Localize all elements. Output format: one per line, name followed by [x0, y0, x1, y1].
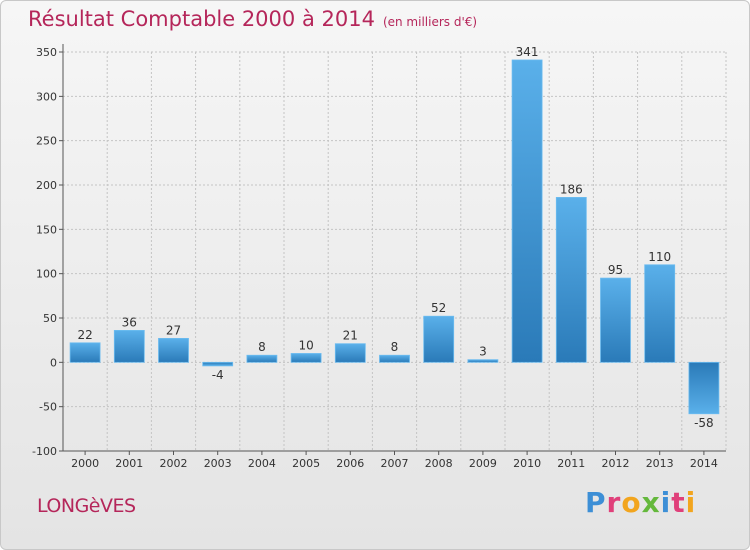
bar	[644, 264, 676, 363]
data-label: 186	[560, 182, 583, 196]
data-label: 21	[343, 329, 358, 343]
data-label: 27	[166, 323, 181, 337]
bar	[334, 343, 366, 363]
x-tick-label: 2004	[248, 457, 276, 470]
x-tick-label: 2001	[115, 457, 143, 470]
brand-letter: r	[606, 486, 622, 519]
data-label: 95	[608, 263, 623, 277]
unit-label: (en milliers d'€)	[382, 15, 478, 29]
bar	[158, 337, 189, 363]
y-tick-label: 150	[36, 223, 57, 236]
grid-lines	[62, 51, 727, 452]
bar	[379, 354, 410, 363]
y-tick-label: 100	[36, 268, 57, 281]
town-name: LONGèVES	[37, 495, 136, 517]
bar	[423, 315, 455, 363]
y-tick-label: 50	[43, 312, 57, 325]
x-tick-label: 2007	[381, 457, 409, 470]
data-label: 52	[431, 301, 446, 315]
y-tick-label: 200	[36, 179, 57, 192]
data-label: 3	[479, 345, 487, 359]
data-label: 10	[298, 338, 313, 352]
data-label: -58	[694, 416, 714, 430]
bars	[69, 59, 720, 415]
x-tick-label: 2006	[336, 457, 364, 470]
bar	[467, 359, 499, 363]
y-tick-label: -50	[39, 401, 57, 414]
y-tick-label: 0	[50, 356, 57, 369]
brand-letter: o	[621, 486, 642, 519]
bar	[600, 277, 631, 363]
axes: -100 -50 0 50 100 150 200 250 300 350 2000 2001 2002…	[32, 44, 726, 470]
x-tick-label: 2002	[160, 457, 188, 470]
bar	[113, 330, 145, 363]
data-label: 22	[77, 328, 92, 342]
bar	[246, 354, 278, 363]
brand-letter: i	[660, 486, 672, 519]
y-tick-label: 250	[36, 135, 57, 148]
y-tick-label: 350	[36, 46, 57, 59]
x-tick-label: 2014	[690, 457, 718, 470]
brand-letter: x	[641, 486, 661, 519]
x-tick-label: 2000	[71, 457, 99, 470]
x-tick-label: 2010	[513, 457, 541, 470]
x-tick-label: 2008	[425, 457, 453, 470]
data-label: 341	[516, 45, 539, 59]
data-label: 8	[258, 340, 266, 354]
data-label: 36	[122, 315, 137, 329]
data-label: 8	[391, 340, 399, 354]
chart-title-text: Résultat Comptable 2000 à 2014	[28, 7, 375, 31]
chart-title: Résultat Comptable 2000 à 2014 (en millie…	[28, 7, 477, 31]
bar	[69, 342, 101, 363]
x-tick-label: 2012	[602, 457, 630, 470]
brand-letter: P	[585, 486, 607, 519]
brand-letter: t	[671, 486, 686, 519]
x-tick-label: 2005	[292, 457, 320, 470]
data-label: -4	[212, 368, 224, 382]
bar	[202, 361, 234, 367]
bar	[555, 197, 587, 363]
brand-letter: i	[685, 486, 697, 519]
x-tick-label: 2009	[469, 457, 497, 470]
brand-logo: Proxiti	[585, 486, 696, 519]
bar	[511, 59, 543, 363]
data-labels: 22 36 27 -4 8 10 21 8 52 3 341 186 95 110 -58	[77, 45, 713, 430]
y-tick-label: -100	[32, 445, 57, 458]
y-tick-label: 300	[36, 90, 57, 103]
x-tick-label: 2013	[646, 457, 674, 470]
bar	[688, 361, 720, 415]
data-label: 110	[648, 250, 671, 264]
bar	[290, 353, 322, 363]
x-tick-label: 2003	[204, 457, 232, 470]
x-tick-label: 2011	[557, 457, 585, 470]
